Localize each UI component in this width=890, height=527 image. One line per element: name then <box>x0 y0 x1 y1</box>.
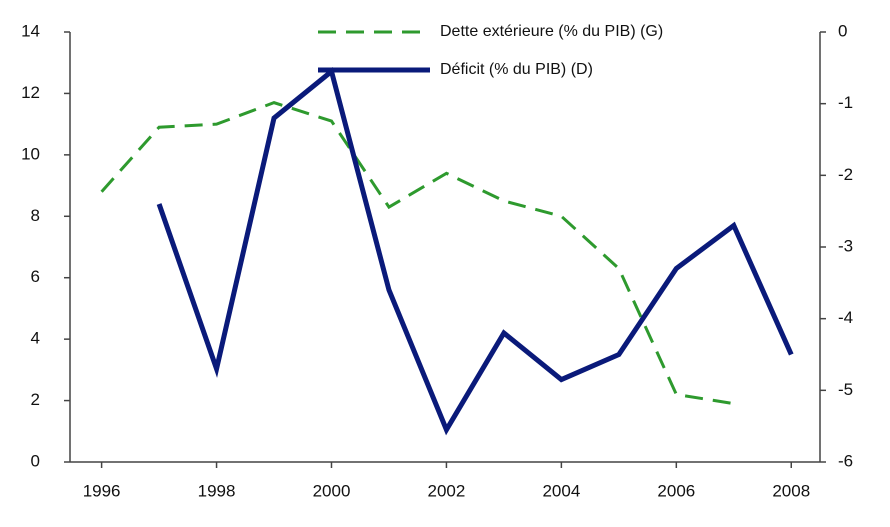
x-tick-label: 1998 <box>198 481 236 500</box>
y-tick-label: 4 <box>31 329 40 348</box>
y-tick-label: 6 <box>31 267 40 286</box>
y-tick-label: 14 <box>21 21 40 40</box>
x-tick-label: 2004 <box>542 481 580 500</box>
x-tick-label: 2008 <box>772 481 810 500</box>
x-tick-label: 2002 <box>428 481 466 500</box>
x-tick-label: 2000 <box>313 481 351 500</box>
y2-tick-label: 0 <box>838 21 847 40</box>
y-tick-label: 0 <box>31 451 40 470</box>
y2-tick-label: -2 <box>838 165 853 184</box>
y-tick-label: 8 <box>31 206 40 225</box>
legend-label: Déficit (% du PIB) (D) <box>440 61 593 78</box>
y2-tick-label: -6 <box>838 451 853 470</box>
x-tick-label: 2006 <box>657 481 695 500</box>
y2-tick-label: -3 <box>838 236 853 255</box>
y2-tick-label: -5 <box>838 380 853 399</box>
y-tick-label: 2 <box>31 390 40 409</box>
legend-label: Dette extérieure (% du PIB) (G) <box>440 23 663 40</box>
y2-tick-label: -1 <box>838 93 853 112</box>
y-tick-label: 12 <box>21 83 40 102</box>
series-line <box>100 101 735 406</box>
y2-tick-label: -4 <box>838 308 853 327</box>
y-tick-label: 10 <box>21 144 40 163</box>
x-tick-label: 1996 <box>83 481 121 500</box>
series-line <box>156 67 794 436</box>
